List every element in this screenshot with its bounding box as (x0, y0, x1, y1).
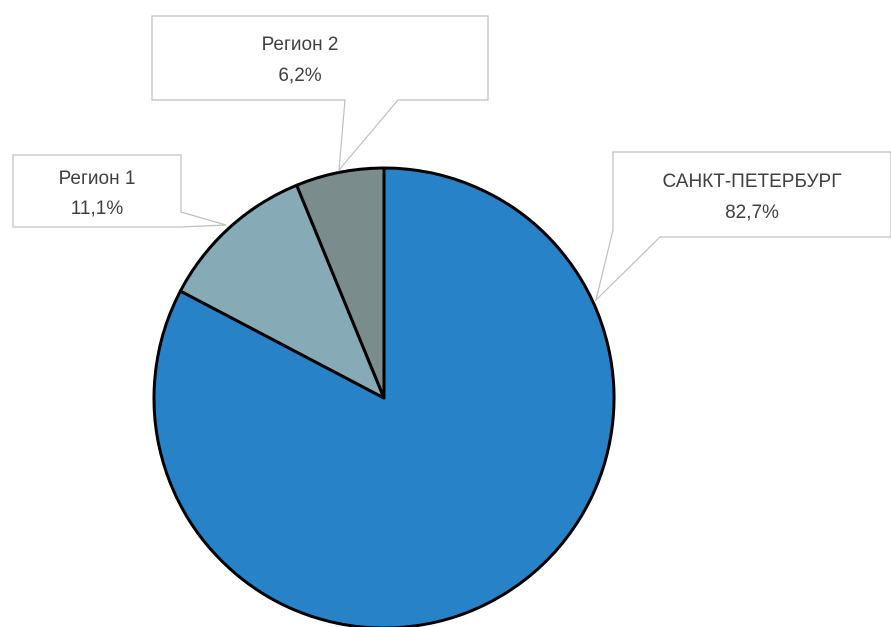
callout-slice-1: САНКТ-ПЕТЕРБУРГ 82,7% (594, 151, 891, 302)
slice-3-label: Регион 2 (262, 34, 339, 55)
slice-1-value-label: 82,7% (725, 202, 779, 223)
pie-slice-1 (152, 166, 616, 627)
pie-slice-3 (295, 166, 386, 400)
callout-box-slice-3 (151, 15, 489, 172)
slice-2-value-label: 11,1% (71, 198, 124, 219)
callouts-layer: Регион 2 6,2% Регион 1 11,1% САНКТ-ПЕТЕР… (12, 15, 891, 302)
slices-layer (152, 166, 616, 627)
callout-box-slice-2 (12, 154, 227, 228)
slice-3-value-label: 6,2% (278, 65, 321, 86)
pie-slice-2 (178, 183, 386, 400)
callout-slice-3: Регион 2 6,2% (151, 15, 489, 172)
slice-1-label: САНКТ-ПЕТЕРБУРГ (662, 171, 841, 192)
callout-slice-2: Регион 1 11,1% (12, 154, 227, 228)
slice-2-label: Регион 1 (59, 168, 136, 189)
callout-box-slice-1 (594, 151, 891, 302)
